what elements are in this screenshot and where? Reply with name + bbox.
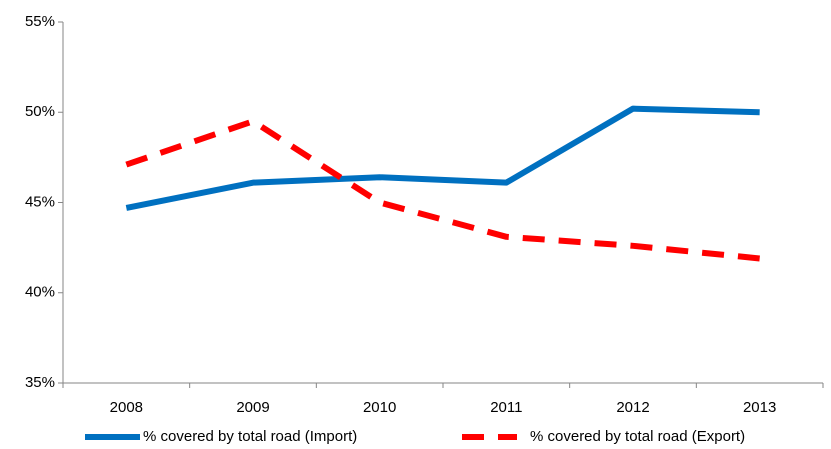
x-tick-label: 2008 (110, 399, 143, 416)
y-tick-label: 40% (25, 284, 55, 301)
x-tick-label: 2009 (236, 399, 269, 416)
x-tick-label: 2010 (363, 399, 396, 416)
legend-label: % covered by total road (Import) (143, 428, 357, 445)
legend-label: % covered by total road (Export) (530, 428, 745, 445)
y-tick-label: 45% (25, 193, 55, 210)
x-tick-label: 2011 (490, 399, 522, 416)
y-tick-label: 35% (25, 374, 55, 391)
x-tick-label: 2012 (616, 399, 649, 416)
y-tick-label: 50% (25, 103, 55, 120)
x-tick-label: 2013 (743, 399, 776, 416)
series-line (125, 105, 760, 211)
y-tick-label: 55% (25, 13, 55, 30)
series-line (125, 118, 760, 262)
